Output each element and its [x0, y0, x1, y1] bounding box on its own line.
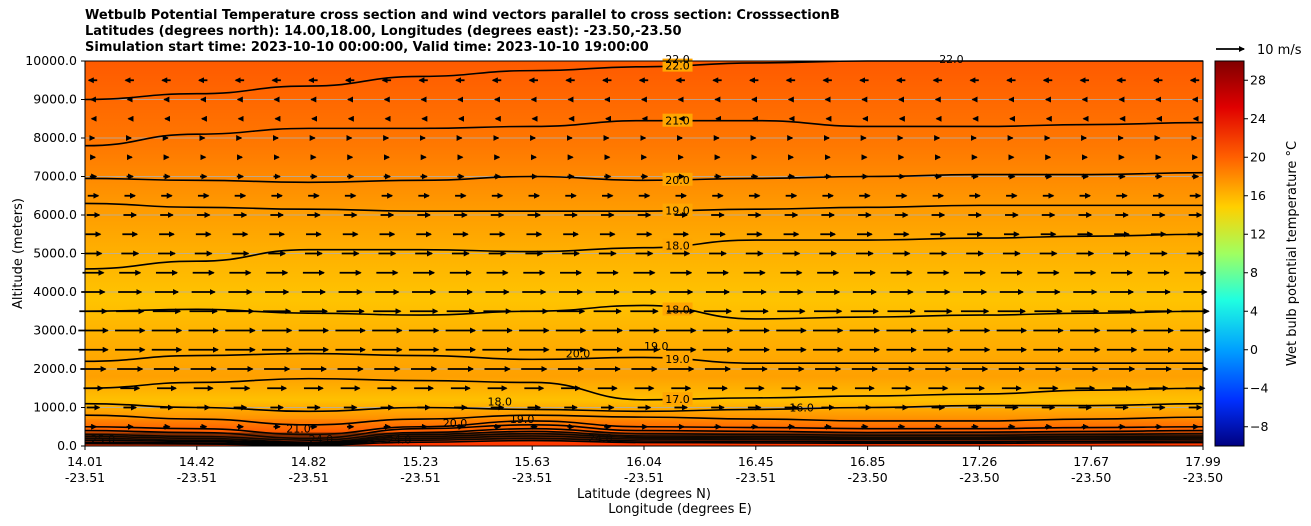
x-tick-label-lon: -23.50 [847, 470, 887, 485]
chart-title-line-3: Simulation start time: 2023-10-10 00:00:… [85, 40, 649, 55]
contour-label: 19.0 [644, 340, 669, 353]
contour-line-17.0 [84, 377, 1204, 401]
y-tick-label: 8000.0 [33, 130, 77, 145]
colorbar-tick-label: 0 [1250, 342, 1258, 357]
x-tick-label-lat: 17.67 [1073, 454, 1109, 469]
x-tick-label-lon: -23.50 [1071, 470, 1111, 485]
y-tick-label: 1000.0 [33, 400, 77, 415]
y-tick-label: 9000.0 [33, 92, 77, 107]
x-axis-label-lon: Longitude (degrees E) [608, 502, 752, 517]
contour-line-20.0 [84, 171, 1204, 184]
contour-line-16.0 [84, 414, 1204, 426]
x-tick-label-lon: -23.51 [624, 470, 664, 485]
contour-label: 19.0 [510, 413, 534, 426]
contour-label: 18.0 [665, 239, 690, 252]
colorbar-tick-label: 24 [1250, 111, 1266, 126]
y-tick-label: 6000.0 [33, 207, 77, 222]
contour-label: 22.0 [939, 53, 964, 66]
y-tick-label: 4000.0 [33, 284, 77, 299]
x-tick-label-lat: 15.23 [403, 454, 439, 469]
x-tick-label-lat: 14.82 [291, 454, 327, 469]
x-tick-label-lon: -23.50 [959, 470, 999, 485]
contour-label-bg [662, 302, 693, 316]
contour-line-19.0 [84, 202, 1203, 212]
x-tick-label-lat: 16.04 [626, 454, 662, 469]
y-axis-label: Altitude (meters) [11, 198, 26, 309]
x-tick-label-lat: 16.45 [738, 454, 774, 469]
y-tick-label: 10000.0 [25, 53, 77, 68]
contour-label: 22.0 [665, 60, 690, 73]
quiver-key-label: 10 m/s [1257, 43, 1302, 58]
colorbar-label: Wet bulb potential temperature °C [1285, 141, 1300, 366]
contour-line-25.0 [84, 439, 1204, 447]
colorbar-tick-label: 28 [1250, 72, 1266, 87]
contour-line-18.0 [84, 233, 1204, 270]
contour-label: 17.0 [665, 393, 690, 406]
contour-label: 19.0 [665, 353, 690, 366]
x-tick-label-lat: 16.85 [850, 454, 886, 469]
x-axis-label-lat: Latitude (degrees N) [577, 487, 711, 502]
contour-line-19.0 [84, 352, 1203, 365]
colorbar-tick-label: 12 [1250, 226, 1266, 241]
x-tick-label-lat: 14.01 [67, 454, 103, 469]
colorbar-tick-label: −4 [1250, 380, 1268, 395]
colorbar-tick-label: 16 [1250, 188, 1266, 203]
y-tick-label: 3000.0 [33, 323, 77, 338]
colorbar-tick-label: 8 [1250, 265, 1258, 280]
colorbar-tick-label: 4 [1250, 303, 1258, 318]
colorbar-tick-label: 20 [1250, 149, 1266, 164]
x-tick-label-lat: 17.99 [1185, 454, 1221, 469]
contour-label: 18.0 [487, 396, 512, 409]
y-tick-label: 7000.0 [33, 169, 77, 184]
x-tick-label-lat: 17.26 [962, 454, 998, 469]
contour-label: 21.0 [665, 115, 690, 128]
y-tick-label: 2000.0 [33, 361, 77, 376]
contour-label: 20.0 [665, 174, 690, 187]
x-tick-label-lon: -23.51 [65, 470, 105, 485]
x-tick-label-lon: -23.51 [736, 470, 776, 485]
contour-label-bg [662, 238, 693, 252]
x-tick-label-lat: 14.42 [179, 454, 215, 469]
contour-line-24.0 [84, 437, 1204, 446]
contour-line-18.0 [84, 304, 1204, 320]
x-tick-label-lon: -23.51 [400, 470, 440, 485]
contour-label-bg [662, 352, 693, 366]
contour-label-bg [662, 58, 693, 72]
x-tick-label-lon: -23.50 [1183, 470, 1223, 485]
contour-label-bg [662, 392, 693, 406]
x-tick-label-lat: 15.63 [514, 454, 550, 469]
contour-label: 22.0 [665, 53, 690, 66]
x-tick-label-lon: -23.51 [512, 470, 552, 485]
chart-title-line-1: Wetbulb Potential Temperature cross sect… [85, 8, 840, 23]
contour-label-bg [662, 113, 693, 127]
colorbar [1214, 60, 1245, 447]
y-tick-label: 5000.0 [33, 246, 77, 261]
surface-contour-band [85, 432, 1203, 441]
contour-label: 21.0 [286, 423, 311, 436]
contour-label: 18.0 [665, 304, 690, 317]
x-tick-label-lon: -23.51 [288, 470, 328, 485]
y-tick-label: 0.0 [57, 438, 77, 453]
contour-label: 20.0 [443, 417, 468, 430]
x-tick-label-lon: -23.51 [177, 470, 217, 485]
chart-title-line-2: Latitudes (degrees north): 14.00,18.00, … [85, 24, 682, 39]
contour-label-bg [662, 172, 693, 186]
colorbar-tick-label: −8 [1250, 419, 1268, 434]
